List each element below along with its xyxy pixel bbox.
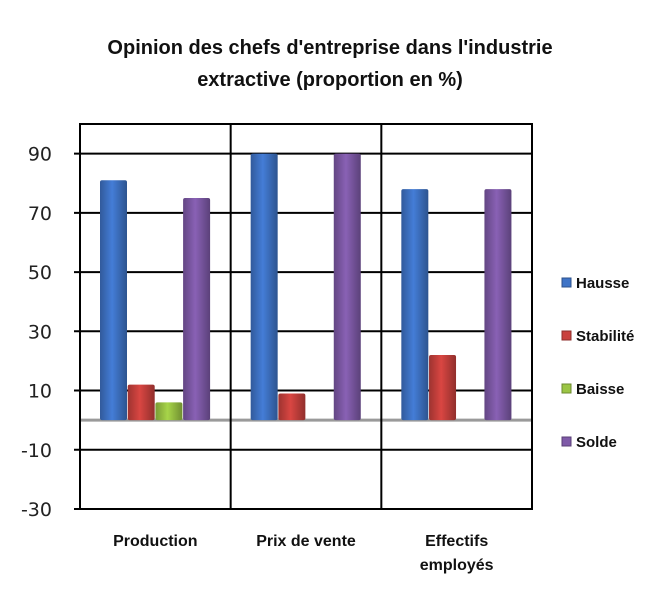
bar-solde-1 [333,153,361,421]
x-category-label: employés [420,557,494,574]
y-tick-label: 30 [28,321,52,343]
y-tick-label: -30 [21,499,52,521]
chart-title-line2: extractive (proportion en %) [197,69,463,91]
legend-swatch-solde [561,436,572,447]
x-category-label: Prix de vente [256,533,356,550]
y-tick-label: 10 [28,381,52,403]
legend-swatch-hausse [561,277,572,288]
x-category-label: Effectifs [425,533,488,550]
y-tick-label: 70 [28,203,52,225]
bar-stabilité-2 [429,355,457,421]
bar-solde-0 [183,198,211,421]
bar-hausse-0 [100,180,127,421]
legend-swatch-stabilité [561,330,572,341]
legend-label-baisse: Baisse [576,381,624,398]
legend-label-hausse: Hausse [576,275,629,292]
bar-baisse-0 [155,402,183,421]
bar-solde-2 [484,189,512,421]
chart-title-line1: Opinion des chefs d'entreprise dans l'in… [107,37,553,59]
y-tick-label: 50 [28,262,52,284]
bar-hausse-1 [250,153,278,421]
bar-hausse-2 [401,189,429,421]
legend-label-solde: Solde [576,434,617,451]
bar-stabilité-0 [127,384,155,421]
x-category-label: Production [113,533,197,550]
y-tick-label: 90 [28,144,52,166]
legend-label-stabilité: Stabilité [576,328,634,345]
chart-title: Opinion des chefs d'entreprise dans l'in… [0,32,660,96]
bar-stabilité-1 [278,393,306,421]
legend-swatch-baisse [561,383,572,394]
plot-frame [79,123,533,510]
y-tick-label: -10 [21,440,52,462]
